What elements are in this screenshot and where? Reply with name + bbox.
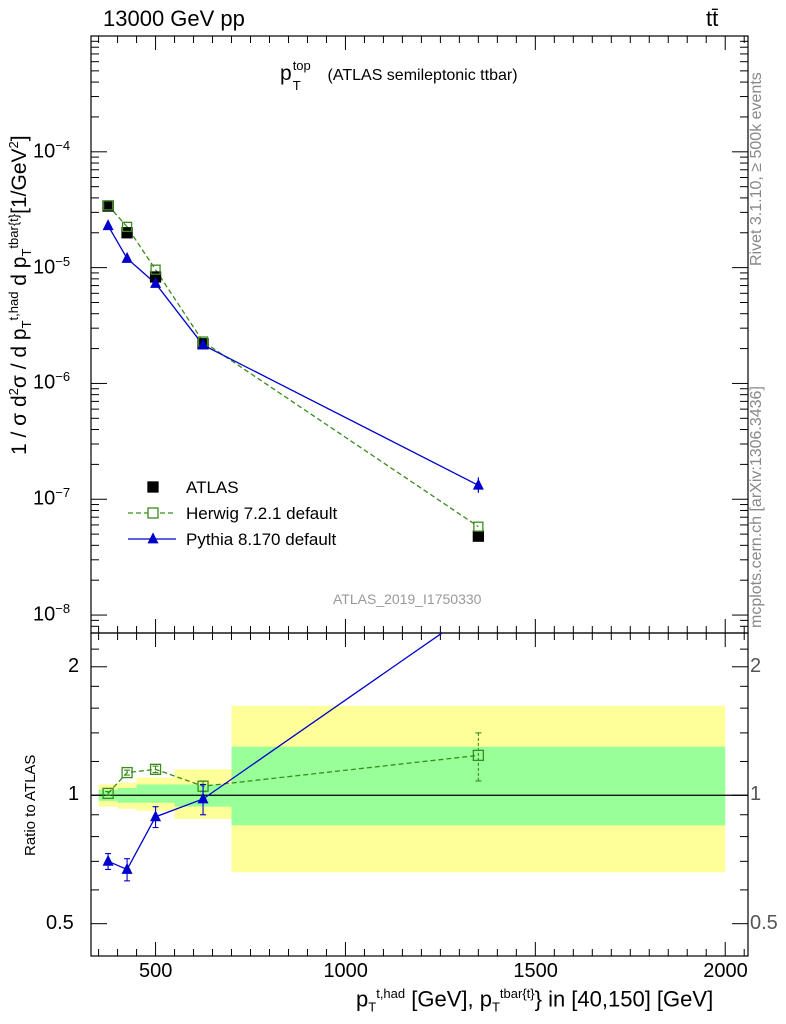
- main-y-tick-exp: −6: [55, 369, 71, 385]
- ratio-y-tick-label-right: 0.5: [750, 911, 778, 934]
- y-axis-label-main: 1 / σ d2σ / d pTt,had d pTtbar{t}[1/GeV2…: [6, 135, 34, 455]
- legend-atlas: ATLAS: [186, 478, 239, 497]
- herwig-point: [473, 521, 484, 532]
- legend-pythia-mark: [147, 532, 159, 544]
- ratio-herwig-point: [149, 763, 162, 775]
- ratio-herwig-point: [121, 766, 133, 779]
- ratio-x-tick-label: 1000: [323, 960, 368, 982]
- x-axis-label: pTt,had [GeV], pTtbar{t}} in [40,150] [G…: [356, 986, 714, 1015]
- ratio-series: [102, 633, 485, 882]
- ratio-pythia-point: [150, 810, 162, 822]
- main-y-tick-base: 10: [33, 256, 56, 279]
- mcplots-label: mcplots.cern.ch [arXiv:1306.3436]: [748, 386, 765, 628]
- ratio-pythia-point: [197, 792, 209, 804]
- ratio-x-tick-label: 1500: [513, 960, 558, 982]
- ratio-y-tick-label: 1: [68, 783, 80, 806]
- ratio-herwig-line: [107, 754, 479, 794]
- atlas-point: [121, 227, 133, 239]
- y-axis-label-ratio: Ratio to ATLAS: [22, 754, 39, 856]
- ratio-pythia-point: [121, 862, 133, 874]
- ratio-x-tick-label: 2000: [703, 960, 748, 982]
- ratio-clipped: [102, 633, 485, 882]
- process-label: tt̄: [706, 6, 719, 31]
- atlas-point: [472, 530, 485, 542]
- plot-title-main: p: [280, 62, 292, 85]
- pythia-line: [107, 225, 479, 486]
- energy-label: 13000 GeV pp: [103, 6, 245, 31]
- ratio-herwig-point: [102, 787, 114, 800]
- plot-title-sub: T: [292, 78, 301, 93]
- legend-atlas-mark: [147, 481, 159, 493]
- plot-title-desc: (ATLAS semileptonic ttbar): [327, 67, 518, 84]
- ratio-x-tick-label: 500: [139, 960, 173, 982]
- main-y-tick-base: 10: [33, 487, 56, 510]
- main-y-tick-label: 10−7: [33, 485, 70, 511]
- ratio-plot-frame: [90, 632, 749, 957]
- rivet-label: Rivet 3.1.10, ≥ 500k events: [748, 72, 765, 266]
- legend-herwig-mark: [147, 507, 159, 519]
- main-y-tick-exp: −7: [55, 485, 71, 501]
- ratio-y-tick-label: 2: [68, 654, 80, 677]
- pythia-point: [150, 276, 162, 288]
- ratio-pythia-point: [102, 854, 114, 866]
- ratio-y-tick-label: 0.5: [46, 911, 74, 934]
- ratio-frame-box: [90, 632, 749, 957]
- plot-title-sup: top: [292, 58, 311, 73]
- main-y-tick-exp: −5: [55, 253, 71, 269]
- pythia-point: [197, 338, 209, 350]
- main-y-tick-base: 10: [33, 603, 56, 626]
- herwig-point: [150, 264, 161, 275]
- ratio-herwig-point: [472, 749, 485, 762]
- main-y-tick-label: 10−4: [33, 138, 70, 164]
- herwig-point: [121, 221, 133, 232]
- band-inner-2: [136, 784, 175, 803]
- main-y-tick-exp: −4: [55, 137, 71, 153]
- main-y-tick-base: 10: [33, 140, 56, 163]
- main-series: [102, 200, 485, 542]
- ratio-y-tick-label-right: 1: [750, 783, 762, 806]
- pythia-point: [121, 251, 133, 263]
- ratio-y-tick-label-right: 2: [750, 654, 762, 677]
- ratio-uncertainty-bands: [98, 705, 726, 873]
- main-y-tick-label: 10−8: [33, 601, 70, 627]
- main-y-tick-exp: −8: [55, 601, 71, 617]
- main-y-tick-label: 10−5: [33, 254, 70, 280]
- analysis-id: ATLAS_2019_I1750330: [333, 591, 482, 607]
- herwig-line: [107, 204, 479, 528]
- legend-marks: [128, 481, 176, 544]
- plot-title: p top T (ATLAS semileptonic ttbar): [280, 58, 518, 93]
- main-y-tick-label: 10−6: [33, 369, 70, 395]
- y-axis-label-main-text: 1 / σ d2σ / d pTt,had d pTtbar{t}[1/GeV2…: [6, 135, 35, 455]
- pythia-point: [102, 219, 114, 231]
- legend-pythia: Pythia 8.170 default: [186, 530, 337, 549]
- herwig-point: [102, 200, 114, 211]
- legend-herwig: Herwig 7.2.1 default: [186, 504, 338, 523]
- main-y-tick-base: 10: [33, 372, 56, 395]
